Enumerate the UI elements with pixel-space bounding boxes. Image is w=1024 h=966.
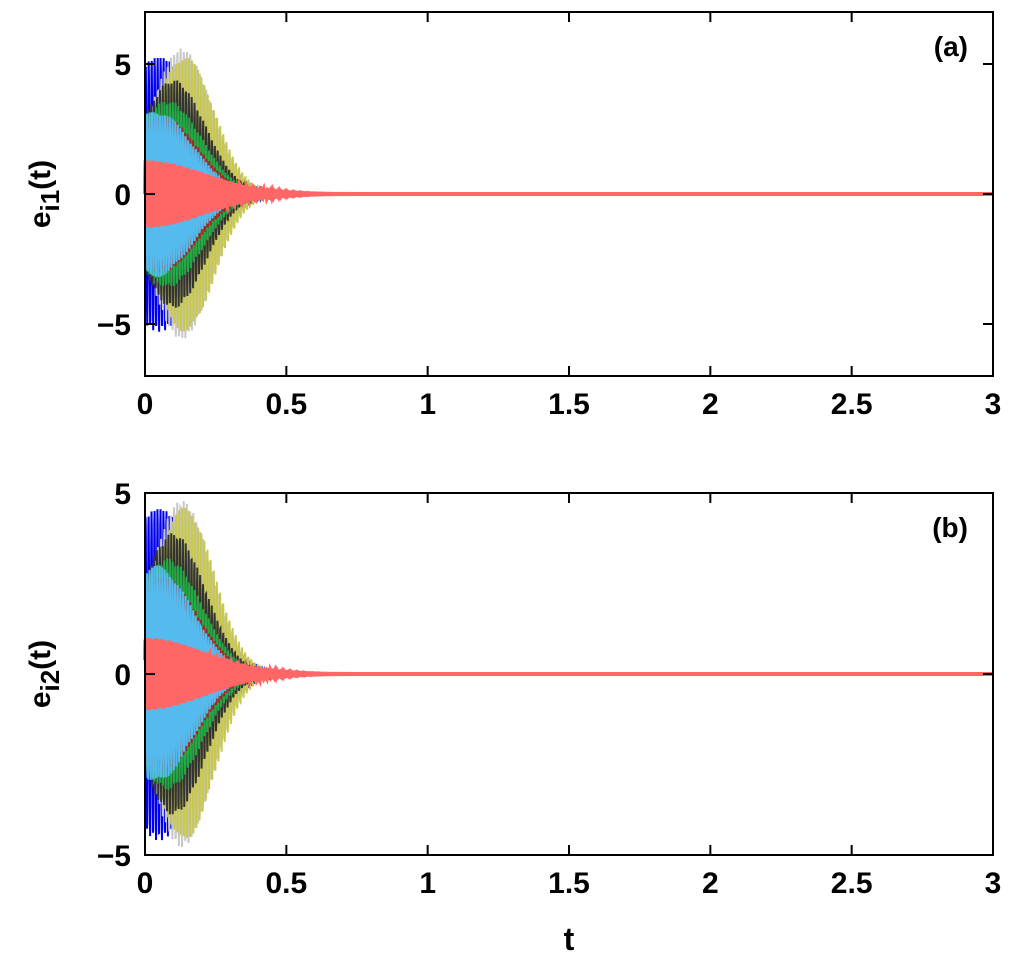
panel-b: 0 0.5 1 1.5 2 2.5 350−5 (b) ei2(t) t	[24, 478, 1001, 957]
panel-a-series-8-line	[143, 160, 993, 228]
panel-a-y-tick-label-0: 5	[114, 49, 131, 82]
panel-a-x-tick-label-2: 1	[419, 388, 436, 421]
panel-b-xlabel: t	[564, 921, 575, 957]
panel-a-x-tick-label-3: 1.5	[548, 388, 590, 421]
panel-b-x-tick-label-3: 1.5	[548, 867, 590, 900]
panel-b-x-tick-label-6: 3	[985, 867, 1002, 900]
panel-a-ticks: 0 0.5 1 1.5 2 2.5 3 5 0 −5	[97, 12, 1002, 421]
panel-b-ylabel: ei2(t)	[24, 640, 65, 708]
panel-b-ylabel-sub: i2	[35, 670, 65, 692]
panel-b-y-tick-label-2: −5	[97, 840, 131, 873]
panel-a-y-tick-label-2: −5	[97, 309, 131, 342]
panel-b-x-tick-label-0: 0	[137, 867, 154, 900]
panel-b-ylabel-suffix: (t)	[24, 640, 57, 670]
panel-a-label: (a)	[934, 31, 968, 62]
panel-a-ylabel-base: e	[24, 211, 57, 228]
panel-a-ylabel-suffix: (t)	[24, 160, 57, 190]
panel-a-x-tick-label-1: 0.5	[265, 388, 307, 421]
panel-b-ylabel-base: e	[24, 691, 57, 708]
panel-a-x-tick-label-4: 2	[702, 388, 719, 421]
panel-b-series-group	[143, 501, 993, 847]
panel-b-label: (b)	[932, 512, 968, 543]
panel-a-x-tick-label-0: 0	[137, 388, 154, 421]
panel-a-ylabel: ei1(t)	[24, 160, 65, 228]
panel-a-series-group	[143, 48, 993, 339]
panel-a-x-tick-label-6: 3	[985, 388, 1002, 421]
panel-b-x-tick-label-2: 1	[419, 867, 436, 900]
panel-b-y-tick-label-1: 0	[114, 659, 131, 692]
panel-b-x-tick-label-4: 2	[702, 867, 719, 900]
panel-a-ylabel-sub: i1	[35, 190, 65, 212]
panel-a: 0 0.5 1 1.5 2 2.5 3 5 0 −5 (a) ei1(t)	[24, 11, 1002, 421]
panel-b-ticks: 0 0.5 1 1.5 2 2.5 350−5	[97, 478, 1002, 900]
panel-b-x-tick-label-5: 2.5	[831, 867, 873, 900]
panel-b-x-tick-label-1: 0.5	[265, 867, 307, 900]
panel-a-x-tick-label-5: 2.5	[831, 388, 873, 421]
panel-a-y-tick-label-1: 0	[114, 179, 131, 212]
panel-b-y-tick-label-0: 5	[114, 478, 131, 511]
panel-b-series-8-line	[143, 637, 993, 711]
